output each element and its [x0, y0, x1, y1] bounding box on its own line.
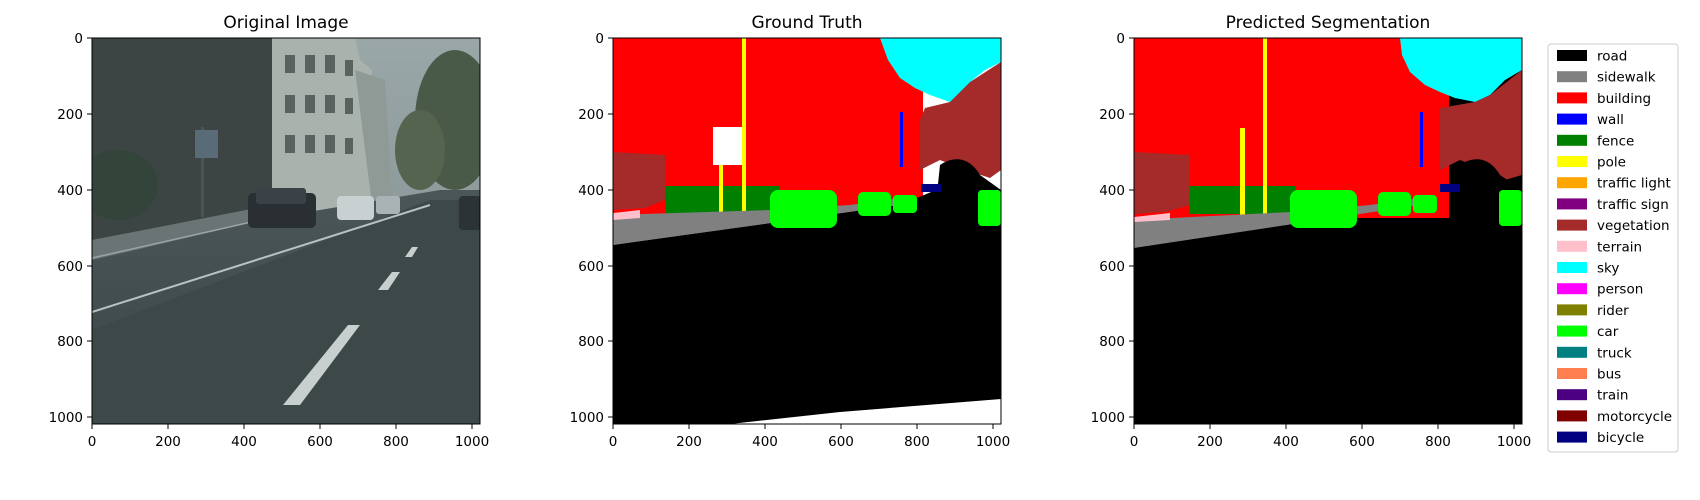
y-tick-label: 1000 — [49, 410, 83, 426]
legend-swatch-vegetation — [1557, 219, 1587, 231]
legend-label-person: person — [1597, 282, 1643, 298]
x-tick-label: 400 — [1273, 434, 1299, 450]
legend-swatch-bus — [1557, 368, 1587, 379]
y-tick-label: 800 — [578, 334, 604, 350]
legend-label-vegetation: vegetation — [1597, 218, 1670, 234]
legend-label-sky: sky — [1597, 261, 1619, 277]
legend-swatch-traffic-light — [1557, 177, 1587, 189]
y-tick-label: 200 — [578, 107, 604, 123]
y-tick-label: 400 — [578, 183, 604, 199]
x-tick-label: 1000 — [976, 434, 1010, 450]
y-tick-label: 600 — [578, 259, 604, 275]
legend-label-traffic-light: traffic light — [1597, 176, 1671, 192]
legend: road sidewalk building wall fence pole traffic… — [1547, 43, 1679, 453]
x-axis-ticks-2: 0 200 400 600 800 1000 — [609, 424, 1010, 450]
legend-label-bicycle: bicycle — [1597, 430, 1644, 446]
y-tick-label: 1000 — [1091, 410, 1125, 426]
x-tick-label: 0 — [88, 434, 97, 450]
legend-swatch-fence — [1557, 134, 1587, 146]
y-tick-label: 0 — [1116, 31, 1125, 47]
y-tick-label: 400 — [1099, 183, 1125, 199]
legend-label-bus: bus — [1597, 367, 1621, 383]
legend-swatch-car — [1557, 325, 1587, 337]
y-tick-label: 0 — [74, 31, 83, 47]
legend-label-train: train — [1597, 388, 1628, 404]
x-tick-label: 600 — [307, 434, 333, 450]
panel-predicted-segmentation: Predicted Segmentation — [1091, 13, 1532, 450]
panel-ground-truth: Ground Truth — [570, 13, 1011, 450]
legend-swatch-wall — [1557, 113, 1587, 125]
panel-title-ground-truth: Ground Truth — [751, 13, 862, 33]
legend-label-traffic-sign: traffic sign — [1597, 197, 1669, 213]
legend-swatch-sidewalk — [1557, 71, 1587, 83]
legend-swatch-pole — [1557, 156, 1587, 167]
legend-swatch-train — [1557, 389, 1587, 401]
legend-swatch-traffic-sign — [1557, 198, 1587, 210]
x-tick-label: 600 — [828, 434, 854, 450]
x-tick-label: 800 — [1425, 434, 1451, 450]
legend-swatch-rider — [1557, 304, 1587, 316]
legend-label-rider: rider — [1597, 303, 1629, 319]
x-tick-label: 400 — [231, 434, 257, 450]
legend-swatch-person — [1557, 283, 1587, 295]
legend-swatch-bicycle — [1557, 431, 1587, 443]
legend-swatch-road — [1557, 50, 1587, 61]
y-tick-label: 200 — [57, 107, 83, 123]
y-tick-label: 800 — [57, 334, 83, 350]
x-tick-label: 400 — [752, 434, 778, 450]
x-tick-label: 0 — [609, 434, 618, 450]
legend-label-car: car — [1597, 324, 1619, 340]
legend-label-fence: fence — [1597, 133, 1634, 149]
x-tick-label: 1000 — [1497, 434, 1531, 450]
legend-swatch-building — [1557, 92, 1587, 104]
original-photo — [92, 38, 480, 424]
x-tick-label: 200 — [676, 434, 702, 450]
x-tick-label: 0 — [1130, 434, 1139, 450]
x-tick-label: 200 — [155, 434, 181, 450]
legend-swatch-truck — [1557, 346, 1587, 358]
x-tick-label: 1000 — [455, 434, 489, 450]
y-axis-ticks-2: 0 200 400 600 800 1000 — [570, 31, 613, 426]
x-axis-ticks-1: 0 200 400 600 800 1000 — [88, 424, 489, 450]
ground-truth-mask — [613, 38, 1001, 424]
legend-label-road: road — [1597, 49, 1627, 65]
x-tick-label: 800 — [383, 434, 409, 450]
legend-label-wall: wall — [1597, 112, 1624, 128]
panel-original-image: Original Image — [49, 13, 490, 450]
legend-label-motorcycle: motorcycle — [1597, 409, 1672, 425]
x-tick-label: 600 — [1349, 434, 1375, 450]
y-tick-label: 0 — [595, 31, 604, 47]
panel-title-original: Original Image — [223, 13, 348, 33]
legend-label-sidewalk: sidewalk — [1597, 70, 1656, 86]
y-tick-label: 1000 — [570, 410, 604, 426]
predicted-mask — [1134, 38, 1522, 424]
legend-label-pole: pole — [1597, 155, 1626, 171]
legend-swatch-terrain — [1557, 240, 1587, 252]
legend-label-building: building — [1597, 91, 1651, 107]
y-tick-label: 200 — [1099, 107, 1125, 123]
legend-label-truck: truck — [1597, 345, 1632, 361]
y-axis-ticks-1: 0 200 400 600 800 1000 — [49, 31, 92, 426]
legend-swatch-sky — [1557, 262, 1587, 273]
x-tick-label: 200 — [1197, 434, 1223, 450]
y-tick-label: 800 — [1099, 334, 1125, 350]
x-tick-label: 800 — [904, 434, 930, 450]
y-tick-label: 600 — [57, 259, 83, 275]
y-tick-label: 600 — [1099, 259, 1125, 275]
panel-title-predicted: Predicted Segmentation — [1226, 13, 1431, 33]
x-axis-ticks-3: 0 200 400 600 800 1000 — [1130, 424, 1531, 450]
legend-swatch-motorcycle — [1557, 410, 1587, 422]
legend-label-terrain: terrain — [1597, 239, 1642, 255]
y-tick-label: 400 — [57, 183, 83, 199]
y-axis-ticks-3: 0 200 400 600 800 1000 — [1091, 31, 1134, 426]
